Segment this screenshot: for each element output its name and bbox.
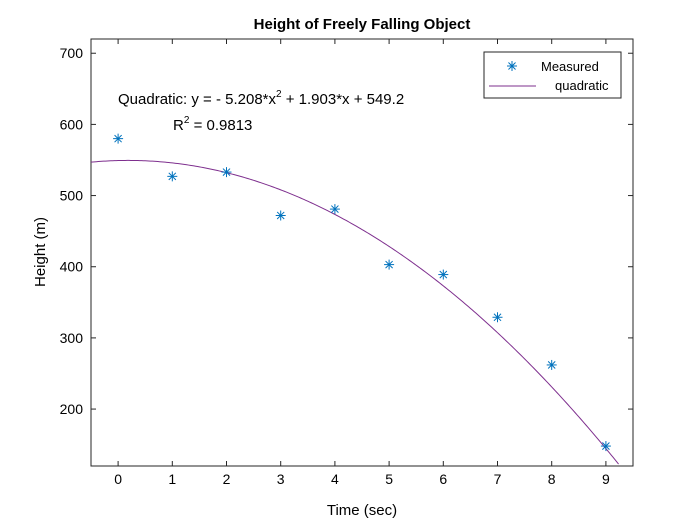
y-tick-label: 600 bbox=[60, 116, 84, 132]
data-point-asterisk bbox=[600, 441, 611, 452]
x-tick-label: 0 bbox=[114, 471, 122, 487]
chart-title: Height of Freely Falling Object bbox=[254, 16, 471, 33]
y-tick-label: 400 bbox=[60, 259, 84, 275]
equation-suffix: + 1.903*x + 549.2 bbox=[282, 91, 405, 108]
x-tick-label: 6 bbox=[439, 471, 447, 487]
y-tick-label: 500 bbox=[60, 188, 84, 204]
legend-asterisk-marker bbox=[507, 61, 517, 71]
data-point-asterisk bbox=[221, 167, 232, 178]
x-tick-label: 3 bbox=[277, 471, 285, 487]
equation-prefix: Quadratic: y = - 5.208*x bbox=[118, 91, 276, 108]
x-axis-label: Time (sec) bbox=[327, 502, 397, 519]
data-point-asterisk bbox=[492, 312, 503, 323]
fit-curve-layer bbox=[90, 159, 619, 465]
x-tick-label: 1 bbox=[168, 471, 176, 487]
y-tick-label: 300 bbox=[60, 330, 84, 346]
x-axis-ticks: 0 1 2 3 4 5 6 7 8 9 bbox=[114, 39, 610, 487]
r-squared-suffix: = 0.9813 bbox=[189, 117, 252, 134]
y-axis-ticks: 200 300 400 500 600 700 bbox=[60, 45, 633, 417]
data-point-asterisk bbox=[384, 259, 395, 270]
x-tick-label: 5 bbox=[385, 471, 393, 487]
x-tick-label: 9 bbox=[602, 471, 610, 487]
data-points-layer bbox=[113, 133, 611, 452]
y-tick-label: 700 bbox=[60, 45, 84, 61]
data-point-asterisk bbox=[329, 204, 340, 215]
data-point-asterisk bbox=[546, 359, 557, 370]
legend: Measured quadratic bbox=[483, 51, 622, 99]
data-point-asterisk bbox=[167, 171, 178, 182]
data-point-asterisk bbox=[113, 133, 124, 144]
data-point-asterisk bbox=[438, 269, 449, 280]
x-tick-label: 8 bbox=[548, 471, 556, 487]
y-axis-label: Height (m) bbox=[32, 217, 49, 287]
r-squared-prefix: R bbox=[173, 117, 184, 134]
data-point-asterisk bbox=[275, 210, 286, 221]
legend-box bbox=[483, 51, 622, 99]
x-tick-label: 7 bbox=[494, 471, 502, 487]
equation-annotation: Quadratic: y = - 5.208*x2 + 1.903*x + 54… bbox=[118, 89, 404, 108]
x-tick-label: 2 bbox=[223, 471, 231, 487]
x-tick-label: 4 bbox=[331, 471, 339, 487]
equation-exponent: 2 bbox=[276, 89, 282, 100]
legend-measured-asterisk-icon bbox=[507, 61, 517, 71]
quadratic-fit-line bbox=[90, 159, 619, 465]
legend-quadratic-label: quadratic bbox=[555, 78, 609, 93]
y-tick-label: 200 bbox=[60, 401, 84, 417]
r-squared-exponent: 2 bbox=[184, 115, 190, 126]
legend-measured-label: Measured bbox=[541, 59, 599, 74]
r-squared-annotation: R2 = 0.9813 bbox=[173, 115, 252, 134]
plot-area bbox=[90, 38, 634, 467]
